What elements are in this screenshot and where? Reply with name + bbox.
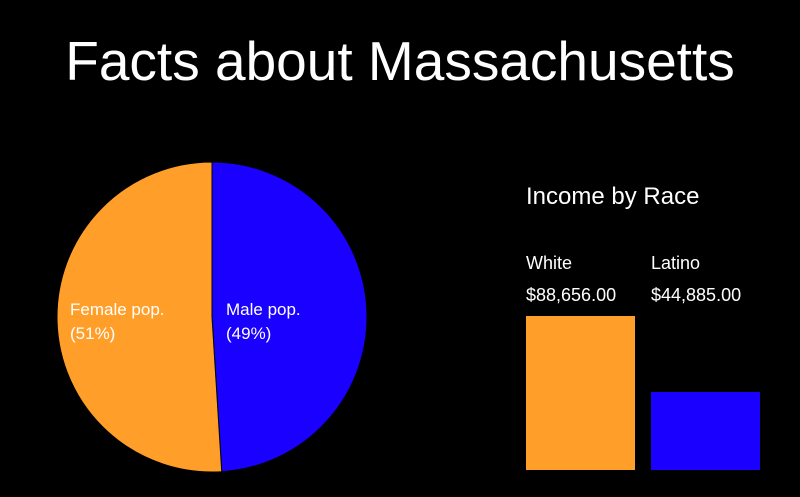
pie-pct-female: (51%) [70,324,115,343]
bar-latino [651,392,760,470]
pie-pct-male: (49%) [226,324,271,343]
pie-slice-male [211,161,368,473]
bar-category-latino: Latino [651,253,701,273]
page-title: Facts about Massachusetts [65,30,735,92]
bar-value-white: $88,656.00 [526,285,617,305]
pie-slice-female [56,161,223,473]
pie-label-female: Female pop. [70,300,165,319]
bar-category-white: White [526,253,573,273]
pie-label-male: Male pop. [226,300,301,319]
bar-chart-title: Income by Race [526,183,700,210]
bar-value-latino: $44,885.00 [651,285,742,305]
bar-white [526,316,635,470]
